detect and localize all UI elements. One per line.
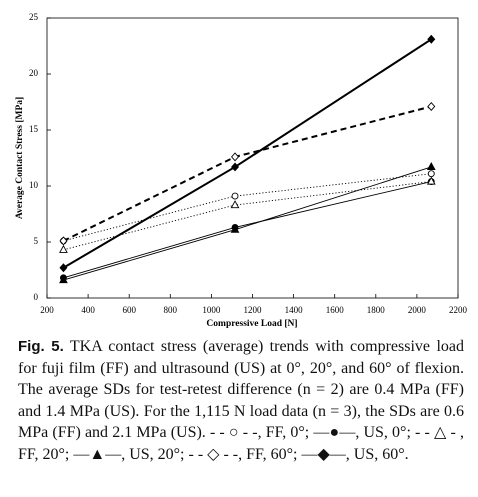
series-line (63, 181, 432, 251)
x-tick-label: 600 (122, 305, 136, 315)
caption-label: Fig. 5. (18, 338, 64, 355)
marker (231, 152, 240, 162)
marker (59, 275, 68, 284)
y-axis-title: Average Contact Stress [MPa] (15, 97, 25, 219)
marker (427, 170, 435, 178)
marker (59, 263, 68, 273)
series-line (63, 181, 432, 279)
x-tick-label: 2000 (408, 305, 427, 315)
marker (59, 244, 68, 253)
x-tick-label: 400 (81, 305, 95, 315)
y-tick-label: 5 (34, 236, 39, 246)
y-tick-label: 10 (29, 180, 39, 190)
caption-text: TKA contact stress (average) trends with… (18, 338, 464, 463)
x-tick-label: 1800 (367, 305, 386, 315)
y-tick-label: 20 (29, 68, 39, 78)
marker (231, 192, 239, 200)
x-axis-title: Compressive Load [N] (206, 319, 297, 329)
x-tick-label: 1400 (285, 305, 304, 315)
caption: Fig. 5. TKA contact stress (average) tre… (18, 336, 464, 466)
marker (230, 200, 240, 209)
marker (426, 176, 436, 185)
plot-frame (46, 17, 459, 299)
x-tick-label: 1600 (326, 305, 345, 315)
y-tick-label: 25 (29, 12, 39, 22)
marker (426, 162, 436, 171)
marker (59, 236, 68, 246)
y-tick-label: 15 (29, 124, 39, 134)
x-tick-label: 2200 (449, 305, 468, 315)
series-line (63, 105, 432, 242)
chart: Compressive Load [N] Average Contact Str… (15, 12, 468, 329)
x-tick-label: 1000 (202, 305, 221, 315)
series-line (63, 173, 432, 242)
x-tick-label: 800 (164, 305, 178, 315)
x-tick-label: 1200 (244, 305, 263, 315)
marker (427, 34, 436, 44)
marker (427, 102, 436, 111)
marker (230, 224, 240, 233)
x-tick-label: 200 (40, 305, 54, 315)
series-line (63, 166, 432, 281)
y-tick-label: 0 (34, 292, 39, 302)
marker (231, 162, 240, 172)
